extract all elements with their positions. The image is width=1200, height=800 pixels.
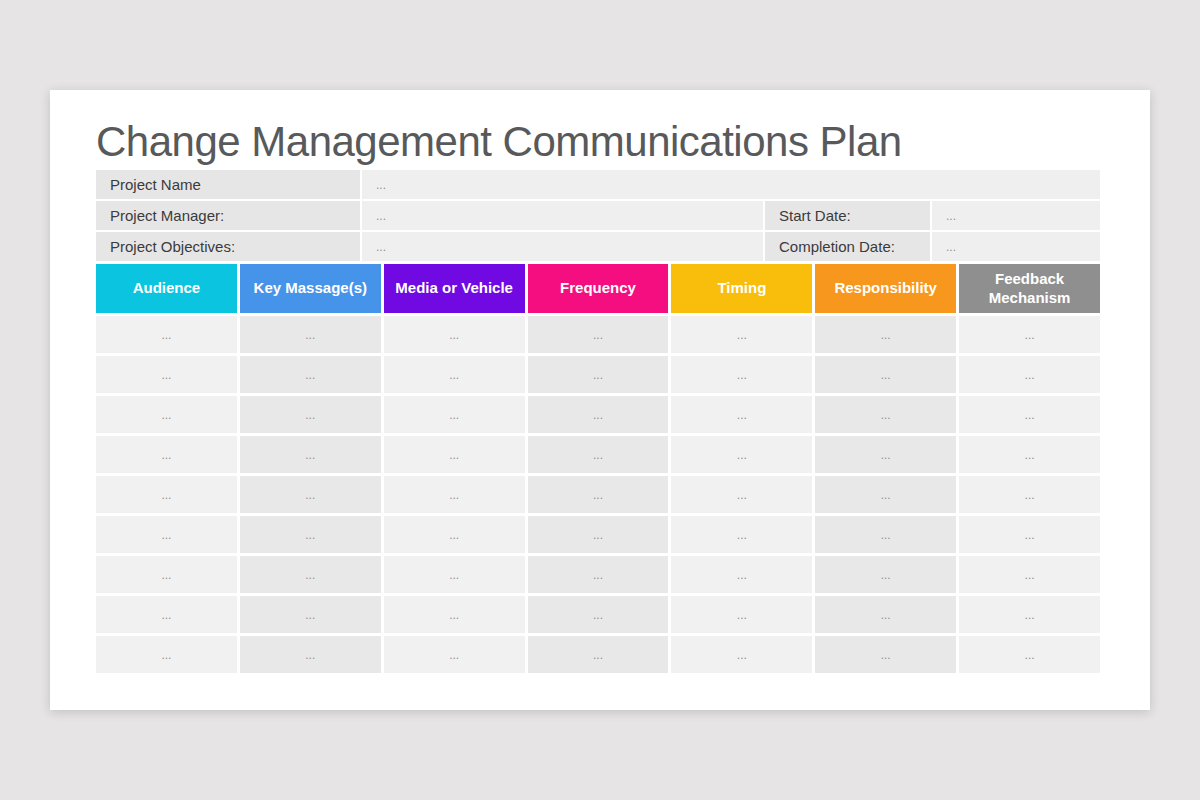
table-cell-r2-c3: ... bbox=[384, 356, 525, 393]
table-cell-r8-c6: ... bbox=[815, 596, 956, 633]
completion-date-label: Completion Date: bbox=[765, 232, 930, 261]
table-cell-r6-c7: ... bbox=[959, 516, 1100, 553]
table-cell-r8-c4: ... bbox=[528, 596, 669, 633]
project-manager-label: Project Manager: bbox=[96, 201, 360, 230]
table-cell-r3-c5: ... bbox=[671, 396, 812, 433]
slide-card: Change Management Communications Plan Pr… bbox=[50, 90, 1150, 710]
table-cell-r9-c6: ... bbox=[815, 636, 956, 673]
table-cell-r7-c6: ... bbox=[815, 556, 956, 593]
slide-title: Change Management Communications Plan bbox=[96, 118, 902, 166]
table-cell-r4-c5: ... bbox=[671, 436, 812, 473]
project-name-label: Project Name bbox=[96, 170, 360, 199]
table-cell-r2-c2: ... bbox=[240, 356, 381, 393]
table-cell-r3-c3: ... bbox=[384, 396, 525, 433]
start-date-value: ... bbox=[932, 201, 1100, 230]
table-cell-r8-c5: ... bbox=[671, 596, 812, 633]
column-header-feedback-mechanism: Feedback Mechanism bbox=[959, 264, 1100, 313]
project-manager-value: ... bbox=[362, 201, 763, 230]
table-cell-r3-c1: ... bbox=[96, 396, 237, 433]
table-cell-r6-c3: ... bbox=[384, 516, 525, 553]
table-cell-r5-c7: ... bbox=[959, 476, 1100, 513]
table-cell-r6-c4: ... bbox=[528, 516, 669, 553]
table-cell-r9-c4: ... bbox=[528, 636, 669, 673]
table-cell-r7-c7: ... bbox=[959, 556, 1100, 593]
table-cell-r6-c5: ... bbox=[671, 516, 812, 553]
column-header-audience: Audience bbox=[96, 264, 237, 313]
table-cell-r6-c6: ... bbox=[815, 516, 956, 553]
table-cell-r1-c7: ... bbox=[959, 316, 1100, 353]
table-cell-r7-c4: ... bbox=[528, 556, 669, 593]
table-cell-r9-c5: ... bbox=[671, 636, 812, 673]
table-cell-r4-c6: ... bbox=[815, 436, 956, 473]
table-cell-r6-c2: ... bbox=[240, 516, 381, 553]
table-cell-r6-c1: ... bbox=[96, 516, 237, 553]
table-cell-r2-c7: ... bbox=[959, 356, 1100, 393]
table-cell-r3-c2: ... bbox=[240, 396, 381, 433]
completion-date-value: ... bbox=[932, 232, 1100, 261]
table-cell-r8-c7: ... bbox=[959, 596, 1100, 633]
table-cell-r2-c5: ... bbox=[671, 356, 812, 393]
table-cell-r8-c1: ... bbox=[96, 596, 237, 633]
column-header-responsibility: Responsibility bbox=[815, 264, 956, 313]
table-cell-r1-c5: ... bbox=[671, 316, 812, 353]
table-cell-r1-c2: ... bbox=[240, 316, 381, 353]
table-cell-r1-c1: ... bbox=[96, 316, 237, 353]
table-cell-r1-c3: ... bbox=[384, 316, 525, 353]
project-objectives-label: Project Objectives: bbox=[96, 232, 360, 261]
table-cell-r2-c4: ... bbox=[528, 356, 669, 393]
table-cell-r7-c2: ... bbox=[240, 556, 381, 593]
table-cell-r2-c1: ... bbox=[96, 356, 237, 393]
table-cell-r5-c4: ... bbox=[528, 476, 669, 513]
table-cell-r8-c3: ... bbox=[384, 596, 525, 633]
column-header-key-massage-s: Key Massage(s) bbox=[240, 264, 381, 313]
table-cell-r3-c4: ... bbox=[528, 396, 669, 433]
project-name-value: ... bbox=[362, 170, 1100, 199]
table-cell-r4-c1: ... bbox=[96, 436, 237, 473]
table-cell-r9-c2: ... bbox=[240, 636, 381, 673]
table-header-row: AudienceKey Massage(s)Media or VehicleFr… bbox=[96, 264, 1100, 313]
table-cell-r1-c6: ... bbox=[815, 316, 956, 353]
table-cell-r8-c2: ... bbox=[240, 596, 381, 633]
table-cell-r3-c7: ... bbox=[959, 396, 1100, 433]
project-name-row: Project Name ... bbox=[96, 170, 1100, 199]
column-header-media-or-vehicle: Media or Vehicle bbox=[384, 264, 525, 313]
table-cell-r5-c2: ... bbox=[240, 476, 381, 513]
table-body: ........................................… bbox=[96, 316, 1100, 673]
table-cell-r4-c7: ... bbox=[959, 436, 1100, 473]
table-cell-r4-c3: ... bbox=[384, 436, 525, 473]
table-cell-r5-c1: ... bbox=[96, 476, 237, 513]
table-cell-r4-c2: ... bbox=[240, 436, 381, 473]
table-cell-r5-c3: ... bbox=[384, 476, 525, 513]
table-cell-r5-c5: ... bbox=[671, 476, 812, 513]
table-cell-r9-c3: ... bbox=[384, 636, 525, 673]
table-cell-r7-c3: ... bbox=[384, 556, 525, 593]
table-cell-r4-c4: ... bbox=[528, 436, 669, 473]
table-cell-r9-c1: ... bbox=[96, 636, 237, 673]
column-header-timing: Timing bbox=[671, 264, 812, 313]
column-header-frequency: Frequency bbox=[528, 264, 669, 313]
project-objectives-value: ... bbox=[362, 232, 763, 261]
table-cell-r3-c6: ... bbox=[815, 396, 956, 433]
table-cell-r5-c6: ... bbox=[815, 476, 956, 513]
table-cell-r1-c4: ... bbox=[528, 316, 669, 353]
project-info-table: Project Name ... Project Manager: ... St… bbox=[96, 170, 1100, 261]
start-date-label: Start Date: bbox=[765, 201, 930, 230]
project-objectives-row: Project Objectives: ... Completion Date:… bbox=[96, 232, 1100, 261]
page-background: Change Management Communications Plan Pr… bbox=[0, 0, 1200, 800]
table-cell-r7-c1: ... bbox=[96, 556, 237, 593]
table-cell-r9-c7: ... bbox=[959, 636, 1100, 673]
project-manager-row: Project Manager: ... Start Date: ... bbox=[96, 201, 1100, 230]
table-cell-r7-c5: ... bbox=[671, 556, 812, 593]
table-cell-r2-c6: ... bbox=[815, 356, 956, 393]
